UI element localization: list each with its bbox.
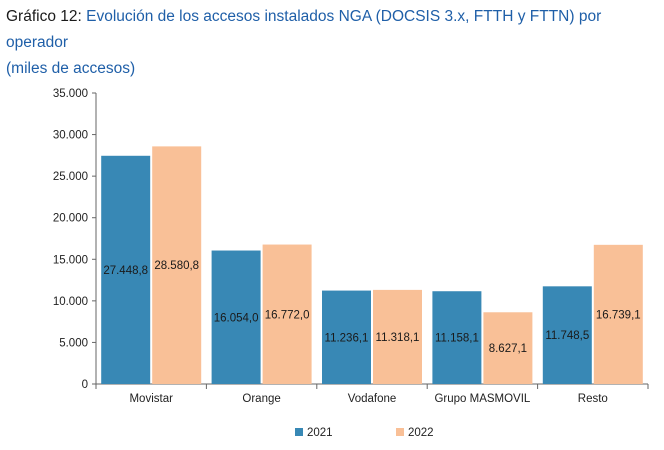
- legend-label: 2021: [307, 427, 333, 439]
- x-category-label: Movistar: [129, 393, 173, 405]
- bar-2021: [101, 155, 151, 384]
- x-axis: Movistar Orange Vodafone Grupo MASMOVIL Rest…: [95, 383, 649, 405]
- bar-2022: [152, 146, 202, 384]
- legend-swatch-2021: [295, 428, 303, 436]
- data-label: 11.318,1: [376, 332, 420, 344]
- bar-2021: [542, 286, 592, 384]
- x-category-label: Grupo MASMOVIL: [434, 393, 530, 405]
- y-tick-label: 15.000: [53, 254, 88, 266]
- data-label: 27.448,8: [103, 265, 148, 277]
- data-label: 16.054,0: [214, 312, 259, 324]
- legend: 2021 2022: [295, 427, 434, 439]
- y-tick-label: 35.000: [53, 88, 88, 100]
- data-label: 28.580,8: [154, 260, 199, 272]
- y-tick-label: 0: [82, 379, 88, 391]
- x-category-label: Vodafone: [348, 393, 397, 405]
- bar-2022: [373, 289, 422, 384]
- data-label: 16.739,1: [596, 309, 641, 321]
- bar-2021: [322, 290, 371, 384]
- bar-2022: [262, 244, 312, 384]
- chart-subtitle: (miles de accesos): [6, 60, 136, 77]
- y-tick-label: 30.000: [53, 130, 88, 142]
- legend-label: 2022: [408, 427, 434, 439]
- bars-group: 27.448,8 28.580,8 16.054,0 16.772,0 11.236,1…: [101, 146, 643, 384]
- chart-title-prefix: Gráfico 12:: [6, 8, 82, 25]
- x-category-label: Resto: [578, 393, 608, 405]
- y-tick-label: 25.000: [53, 171, 88, 183]
- bar-2022: [483, 312, 533, 384]
- chart-title-block: Gráfico 12: Evolución de los accesos ins…: [6, 4, 661, 82]
- data-label: 11.158,1: [435, 333, 479, 345]
- data-label: 11.748,5: [545, 330, 589, 342]
- data-label: 11.236,1: [325, 332, 369, 344]
- chart-title: Evolución de los accesos instalados NGA …: [6, 8, 602, 51]
- bar-2022: [593, 244, 643, 384]
- data-label: 8.627,1: [489, 343, 527, 355]
- y-tick-label: 5.000: [59, 337, 88, 349]
- data-label: 16.772,0: [265, 309, 310, 321]
- y-tick-label: 20.000: [53, 213, 88, 225]
- y-axis: 0 5.000 10.000 15.000 20.000 25.000 30.000 35.0…: [53, 88, 97, 391]
- y-tick-label: 10.000: [53, 296, 88, 308]
- x-category-label: Orange: [242, 393, 280, 405]
- bar-2021: [432, 291, 482, 384]
- bar-2021: [211, 250, 261, 384]
- legend-swatch-2022: [396, 428, 404, 436]
